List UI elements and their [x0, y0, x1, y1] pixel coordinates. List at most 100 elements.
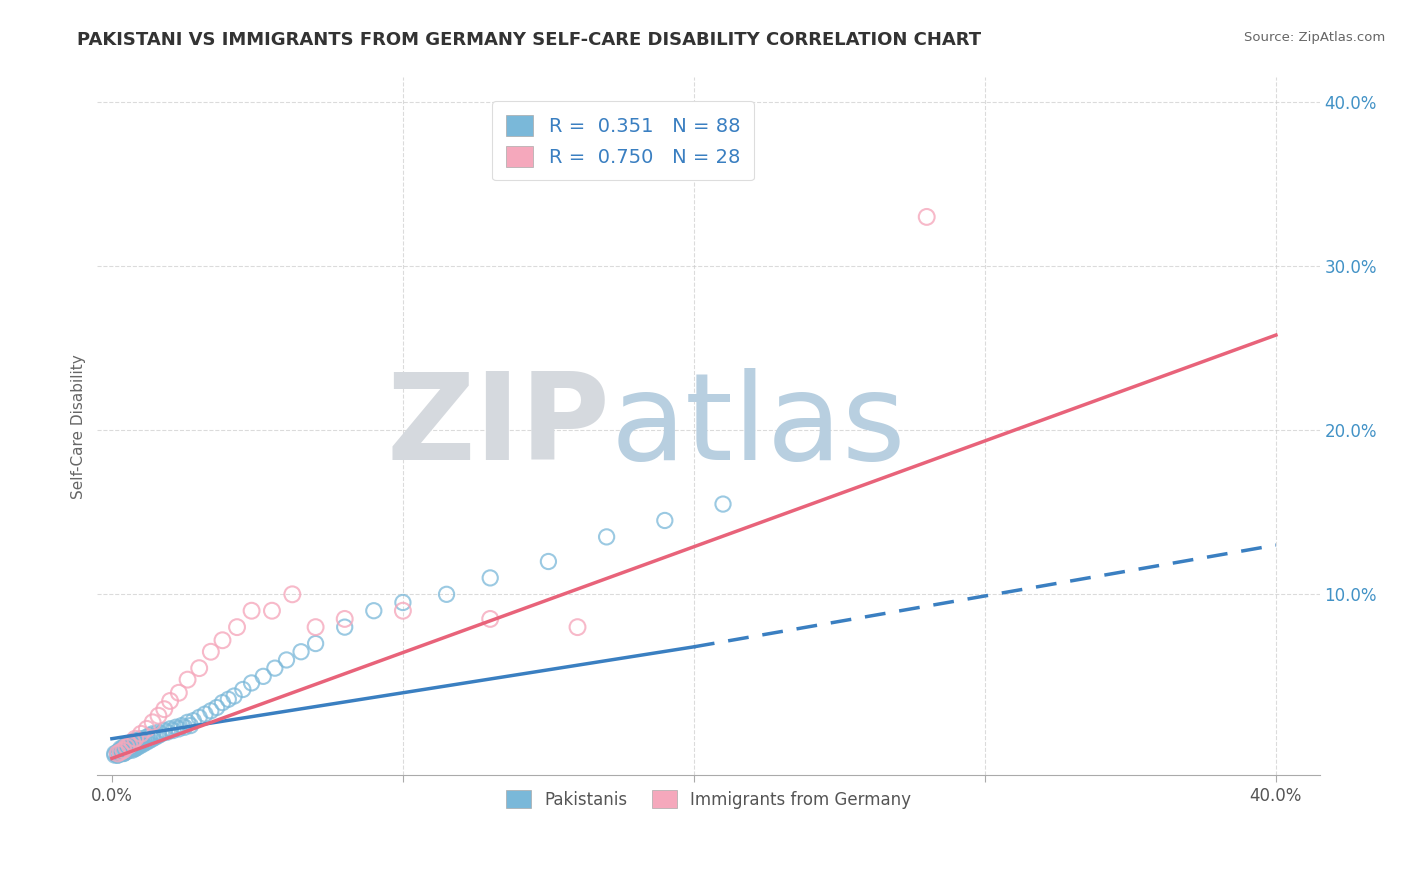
Point	[260, 604, 283, 618]
Point	[392, 604, 415, 618]
Point	[363, 604, 385, 618]
Point	[159, 722, 181, 736]
Point	[290, 645, 312, 659]
Text: PAKISTANI VS IMMIGRANTS FROM GERMANY SELF-CARE DISABILITY CORRELATION CHART: PAKISTANI VS IMMIGRANTS FROM GERMANY SEL…	[77, 31, 981, 49]
Point	[118, 739, 141, 753]
Point	[107, 747, 129, 761]
Point	[142, 731, 165, 746]
Point	[263, 661, 285, 675]
Point	[200, 704, 222, 718]
Point	[129, 731, 152, 746]
Point	[110, 747, 132, 761]
Point	[211, 633, 233, 648]
Point	[118, 743, 141, 757]
Point	[124, 739, 146, 754]
Point	[135, 722, 157, 736]
Point	[132, 733, 155, 747]
Point	[112, 747, 135, 761]
Point	[124, 741, 146, 756]
Point	[135, 735, 157, 749]
Point	[110, 745, 132, 759]
Point	[124, 741, 146, 756]
Point	[153, 723, 176, 738]
Point	[176, 715, 198, 730]
Point	[217, 692, 239, 706]
Point	[132, 737, 155, 751]
Point	[148, 728, 170, 742]
Point	[107, 748, 129, 763]
Point	[226, 620, 249, 634]
Point	[110, 743, 132, 757]
Point	[162, 723, 184, 738]
Point	[115, 745, 138, 759]
Point	[183, 714, 205, 728]
Point	[145, 730, 167, 744]
Point	[112, 743, 135, 757]
Text: Source: ZipAtlas.com: Source: ZipAtlas.com	[1244, 31, 1385, 45]
Text: ZIP: ZIP	[387, 368, 610, 484]
Point	[392, 595, 415, 609]
Point	[107, 747, 129, 761]
Point	[112, 743, 135, 757]
Point	[188, 661, 211, 675]
Point	[121, 735, 143, 749]
Point	[194, 707, 217, 722]
Point	[281, 587, 304, 601]
Point	[138, 728, 160, 742]
Point	[479, 612, 502, 626]
Point	[138, 733, 160, 747]
Point	[112, 739, 135, 754]
Point	[129, 727, 152, 741]
Point	[654, 513, 676, 527]
Point	[127, 735, 149, 749]
Point	[129, 735, 152, 749]
Point	[129, 735, 152, 749]
Point	[142, 715, 165, 730]
Point	[121, 743, 143, 757]
Point	[156, 725, 179, 739]
Point	[148, 725, 170, 739]
Point	[135, 730, 157, 744]
Point	[124, 731, 146, 746]
Point	[104, 748, 127, 763]
Point	[205, 700, 228, 714]
Point	[153, 702, 176, 716]
Point	[252, 669, 274, 683]
Point	[110, 743, 132, 757]
Point	[150, 727, 173, 741]
Point	[188, 710, 211, 724]
Point	[436, 587, 458, 601]
Point	[115, 741, 138, 756]
Point	[129, 739, 152, 753]
Point	[107, 745, 129, 759]
Point	[167, 722, 190, 736]
Point	[173, 720, 195, 734]
Point	[107, 748, 129, 763]
Point	[118, 739, 141, 754]
Point	[159, 694, 181, 708]
Point	[276, 653, 298, 667]
Point	[304, 620, 326, 634]
Point	[118, 737, 141, 751]
Point	[127, 739, 149, 753]
Point	[115, 743, 138, 757]
Point	[915, 210, 938, 224]
Point	[142, 727, 165, 741]
Point	[121, 741, 143, 756]
Point	[170, 718, 193, 732]
Point	[537, 554, 560, 568]
Point	[112, 745, 135, 759]
Text: atlas: atlas	[610, 368, 907, 484]
Point	[112, 747, 135, 761]
Point	[127, 739, 149, 754]
Point	[165, 720, 187, 734]
Point	[179, 718, 201, 732]
Point	[240, 604, 263, 618]
Y-axis label: Self-Care Disability: Self-Care Disability	[72, 354, 86, 499]
Point	[148, 708, 170, 723]
Point	[118, 739, 141, 753]
Point	[110, 745, 132, 759]
Point	[333, 620, 356, 634]
Point	[333, 612, 356, 626]
Point	[124, 733, 146, 747]
